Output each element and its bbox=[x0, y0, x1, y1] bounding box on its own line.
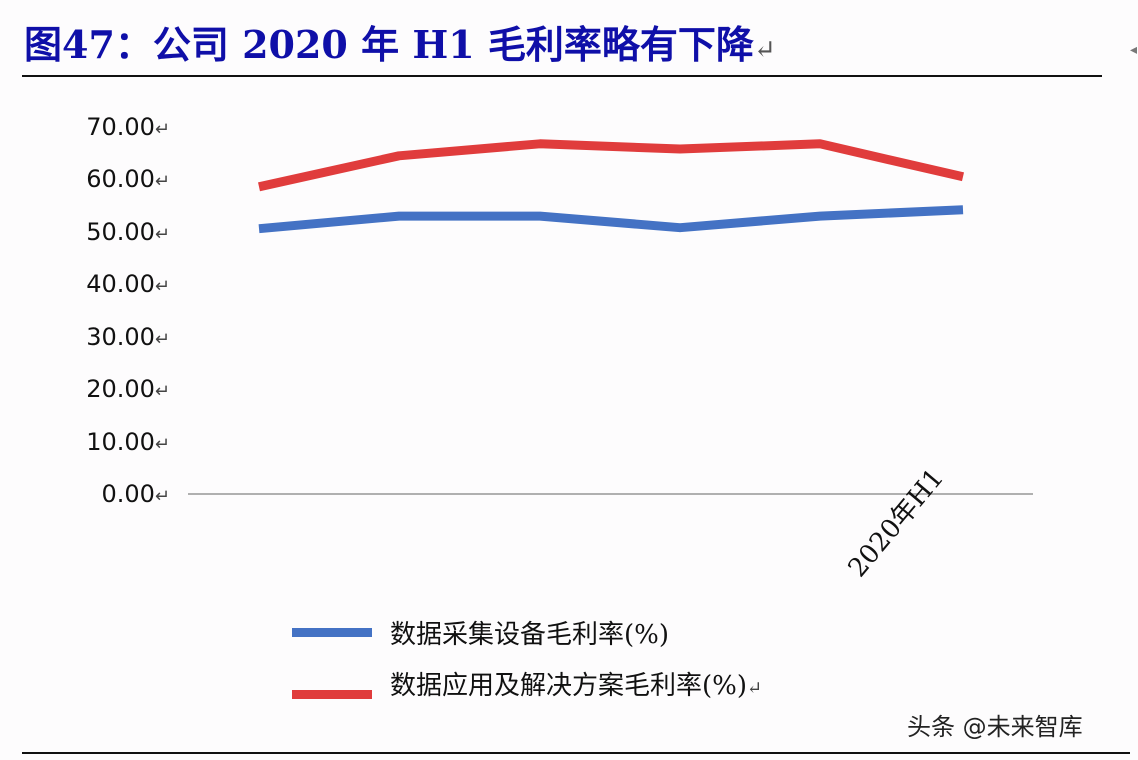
y-tick-label: 40.00↵ bbox=[86, 270, 170, 299]
y-tick-label: 60.00↵ bbox=[86, 165, 170, 194]
legend-label: 数据应用及解决方案毛利率(%)↵ bbox=[390, 665, 762, 702]
chart-title-text: 图47：公司 2020 年 H1 毛利率略有下降 bbox=[24, 22, 754, 67]
corner-marker-icon: ◂ bbox=[1130, 42, 1138, 58]
legend-item-data-collection: 数据采集设备毛利率(%) bbox=[292, 614, 669, 651]
y-tick-label: 0.00↵ bbox=[101, 480, 170, 508]
return-mark-icon: ↵ bbox=[747, 678, 763, 699]
y-tick-label: 30.00↵ bbox=[86, 322, 170, 351]
legend-label: 数据采集设备毛利率(%) bbox=[390, 620, 669, 650]
return-mark-icon: ↵ bbox=[753, 35, 776, 65]
y-tick-label: 20.00↵ bbox=[86, 375, 170, 404]
y-tick-label: 50.00↵ bbox=[86, 217, 170, 246]
title-underline bbox=[22, 75, 1102, 77]
watermark: 头条 @未来智库 bbox=[907, 713, 1083, 741]
legend-swatch-red bbox=[292, 690, 372, 699]
legend-label-text: 数据应用及解决方案毛利率(%) bbox=[390, 671, 747, 701]
legend-swatch-blue bbox=[292, 628, 372, 637]
legend-item-data-application: 数据应用及解决方案毛利率(%)↵ bbox=[292, 665, 762, 702]
y-tick-label: 10.00↵ bbox=[86, 427, 170, 456]
bottom-rule bbox=[22, 752, 1130, 754]
y-tick-label: 70.00↵ bbox=[86, 113, 170, 141]
series-line-data-application-solutions bbox=[258, 139, 965, 192]
series-line-data-collection-equipment bbox=[258, 205, 964, 234]
chart-title: 图47：公司 2020 年 H1 毛利率略有下降↵ bbox=[24, 14, 776, 69]
